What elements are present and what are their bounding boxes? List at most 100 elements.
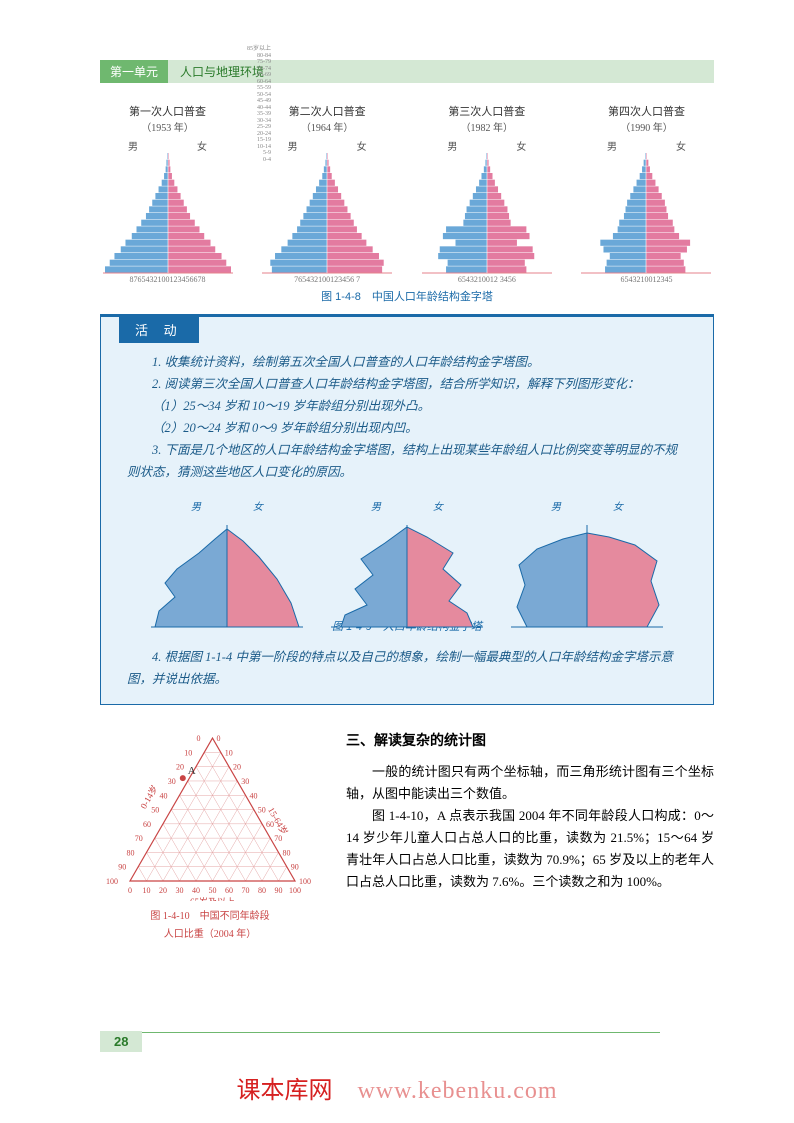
svg-text:20: 20 xyxy=(233,763,241,772)
pyramid-year: （1964 年） xyxy=(260,119,395,134)
watermark-url: www.kebenku.com xyxy=(332,1078,557,1104)
male-label: 男 xyxy=(371,497,381,519)
svg-text:80: 80 xyxy=(258,886,266,895)
population-pyramids-row: 85岁以上80-8475-7970-7465-6960-6455-5950-54… xyxy=(100,103,714,284)
chapter-header: 第一单元 人口与地理环境 xyxy=(100,60,714,83)
male-label: 男 xyxy=(288,138,298,153)
irregular-pyramids-row: 男女 男女 男女 xyxy=(127,497,687,612)
pyramid-year: （1990 年） xyxy=(579,119,714,134)
male-label: 男 xyxy=(607,138,617,153)
activity-line: （1）25～34 岁和 10～19 岁年龄组分别出现外凸。 xyxy=(127,395,687,417)
pyramid-svg xyxy=(581,153,711,275)
irregular-pyramid-3: 男女 xyxy=(507,497,667,612)
svg-text:40: 40 xyxy=(160,791,168,800)
activity-line: （2）20～24 岁和 0～9 岁年龄组分别出现内凹。 xyxy=(127,417,687,439)
svg-text:30: 30 xyxy=(241,777,249,786)
page-number: 28 xyxy=(100,1031,142,1052)
textbook-page: 第一单元 人口与地理环境 85岁以上80-8475-7970-7465-6960… xyxy=(0,0,794,1123)
pyramid-title: 第四次人口普查 xyxy=(579,103,714,119)
triangle-chart-column: 1000090101080202070303060404050505040606… xyxy=(100,711,320,942)
section-3-text: 三、解读复杂的统计图 一般的统计图只有两个坐标轴，而三角形统计图有三个坐标轴，从… xyxy=(346,711,714,942)
svg-text:90: 90 xyxy=(118,863,126,872)
svg-text:80: 80 xyxy=(127,848,135,857)
male-label: 男 xyxy=(447,138,457,153)
activity-box: 活 动 1. 收集统计资料，绘制第五次全国人口普查的人口年龄结构金字塔图。2. … xyxy=(100,316,714,705)
section-3-title: 三、解读复杂的统计图 xyxy=(346,729,714,751)
female-label: 女 xyxy=(433,497,443,519)
pyramid-title: 第一次人口普查 xyxy=(100,103,235,119)
female-label: 女 xyxy=(516,138,526,153)
svg-text:90: 90 xyxy=(291,863,299,872)
irregular-pyramid-1: 男女 xyxy=(147,497,307,612)
figure-1-4-10-caption-line2: 人口比重（2004 年） xyxy=(100,928,320,942)
watermark: 课本库网 www.kebenku.com xyxy=(0,1070,794,1105)
svg-text:30: 30 xyxy=(176,886,184,895)
svg-text:40: 40 xyxy=(250,791,258,800)
svg-text:0: 0 xyxy=(217,734,221,743)
activity-line: 2. 阅读第三次全国人口普查人口年龄结构金字塔图，结合所学知识，解释下列图形变化… xyxy=(127,373,687,395)
svg-text:60: 60 xyxy=(143,820,151,829)
figure-1-4-10-caption-line1: 图 1-4-10 中国不同年龄段 xyxy=(100,910,320,924)
male-label: 男 xyxy=(551,497,561,519)
irregular-pyramid-2: 男女 xyxy=(327,497,487,612)
pyramid-title: 第三次人口普查 xyxy=(419,103,554,119)
pyramid-title: 第二次人口普查 xyxy=(260,103,395,119)
svg-text:10: 10 xyxy=(184,748,192,757)
female-label: 女 xyxy=(676,138,686,153)
population-pyramid-2: 第二次人口普查 （1964 年） 男 女 765432100123456 7 xyxy=(260,103,395,284)
page-number-box: 28 xyxy=(100,1032,660,1051)
irregular-pyramid-svg xyxy=(327,519,487,631)
svg-text:A: A xyxy=(188,765,196,777)
svg-text:50: 50 xyxy=(258,806,266,815)
section-3-row: 1000090101080202070303060404050505040606… xyxy=(100,711,714,942)
pyramid-x-axis: 6543210012 3456 xyxy=(419,275,554,284)
activity-line: 1. 收集统计资料，绘制第五次全国人口普查的人口年龄结构金字塔图。 xyxy=(127,351,687,373)
activity-line: 3. 下面是几个地区的人口年龄结构金字塔图，结构上出现某些年龄组人口比例突变等明… xyxy=(127,439,687,483)
svg-text:50: 50 xyxy=(209,886,217,895)
section-3-p2: 图 1-4-10，A 点表示我国 2004 年不同年龄段人口构成：0～14 岁少… xyxy=(346,805,714,893)
activity-line: 4. 根据图 1-1-4 中第一阶段的特点以及自己的想象，绘制一幅最典型的人口年… xyxy=(127,646,687,690)
pyramid-x-axis: 765432100123456 7 xyxy=(260,275,395,284)
activity-tag: 活 动 xyxy=(119,316,199,343)
svg-text:100: 100 xyxy=(289,886,301,895)
male-label: 男 xyxy=(191,497,201,519)
svg-text:10: 10 xyxy=(225,748,233,757)
svg-text:20: 20 xyxy=(159,886,167,895)
activity-body: 1. 收集统计资料，绘制第五次全国人口普查的人口年龄结构金字塔图。2. 阅读第三… xyxy=(101,343,713,690)
svg-text:65岁及以上: 65岁及以上 xyxy=(190,896,235,901)
svg-text:30: 30 xyxy=(168,777,176,786)
svg-text:0: 0 xyxy=(197,734,201,743)
pyramid-svg xyxy=(422,153,552,275)
female-label: 女 xyxy=(357,138,367,153)
svg-text:90: 90 xyxy=(275,886,283,895)
figure-1-4-8-caption: 图 1-4-8 中国人口年龄结构金字塔 xyxy=(100,288,714,304)
pyramid-svg xyxy=(103,153,233,275)
unit-tag: 第一单元 xyxy=(100,60,168,83)
svg-text:100: 100 xyxy=(106,877,118,886)
pyramid-x-axis: 8765432100123456678 xyxy=(100,275,235,284)
pyramid-x-axis: 6543210012345 xyxy=(579,275,714,284)
triangle-chart: 1000090101080202070303060404050505040606… xyxy=(105,711,315,901)
watermark-site-name: 课本库网 xyxy=(236,1078,332,1104)
pyramid-svg xyxy=(262,153,392,275)
svg-text:100: 100 xyxy=(299,877,311,886)
female-label: 女 xyxy=(197,138,207,153)
pyramid-year: （1982 年） xyxy=(419,119,554,134)
population-pyramid-3: 第三次人口普查 （1982 年） 男 女 6543210012 3456 xyxy=(419,103,554,284)
svg-text:80: 80 xyxy=(283,848,291,857)
svg-text:70: 70 xyxy=(242,886,250,895)
irregular-pyramid-svg xyxy=(147,519,307,631)
pyramid-year: （1953 年） xyxy=(100,119,235,134)
svg-text:20: 20 xyxy=(176,763,184,772)
svg-text:40: 40 xyxy=(192,886,200,895)
section-3-p1: 一般的统计图只有两个坐标轴，而三角形统计图有三个坐标轴，从图中能读出三个数值。 xyxy=(346,761,714,805)
svg-text:50: 50 xyxy=(151,806,159,815)
svg-text:60: 60 xyxy=(225,886,233,895)
svg-text:10: 10 xyxy=(143,886,151,895)
irregular-pyramid-svg xyxy=(507,519,667,631)
svg-text:0: 0 xyxy=(128,886,132,895)
population-pyramid-4: 第四次人口普查 （1990 年） 男 女 6543210012345 xyxy=(579,103,714,284)
female-label: 女 xyxy=(253,497,263,519)
male-label: 男 xyxy=(128,138,138,153)
svg-text:70: 70 xyxy=(135,834,143,843)
